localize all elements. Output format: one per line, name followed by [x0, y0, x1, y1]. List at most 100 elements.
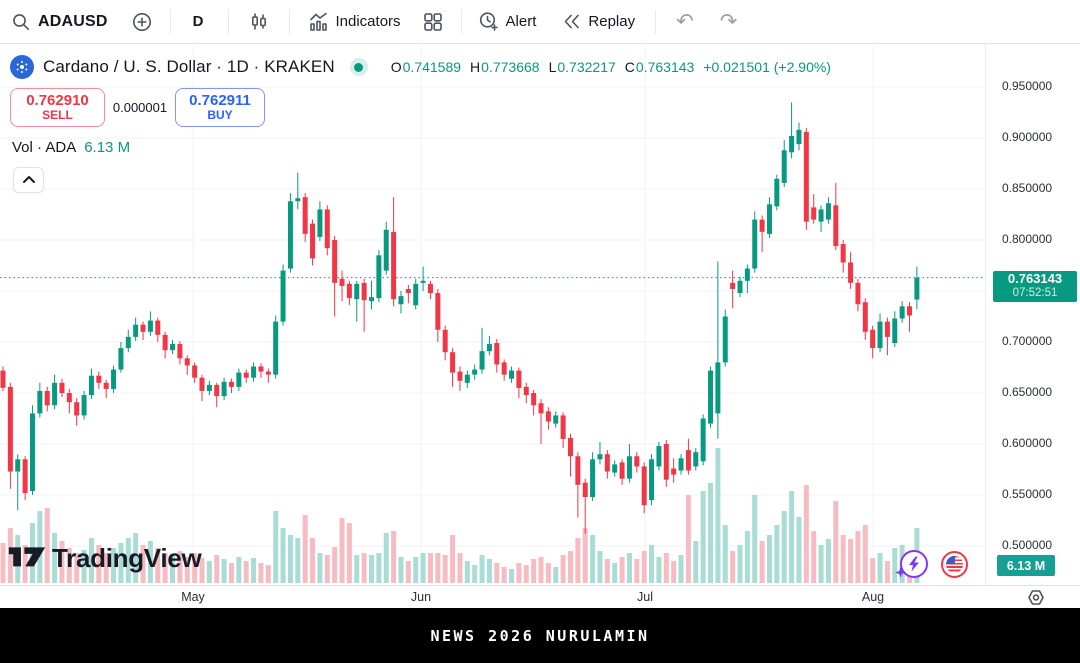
volume-label: Vol · ADA: [12, 139, 77, 156]
replay-button[interactable]: Replay: [562, 12, 635, 31]
price-axis-label: 0.650000: [1002, 385, 1053, 399]
candle-body: [700, 418, 706, 462]
candle-body: [243, 372, 249, 378]
candle-body: [74, 402, 80, 416]
candle-body: [848, 262, 854, 283]
candle-body: [509, 370, 515, 379]
candle-body: [170, 344, 176, 351]
compare-add-icon[interactable]: [132, 12, 152, 32]
volume-bar: [369, 555, 374, 583]
toolbar-separator: [460, 9, 462, 34]
volume-bar: [848, 539, 854, 583]
replay-icon: [562, 12, 581, 31]
candle-body: [575, 456, 581, 485]
volume-bar: [162, 553, 168, 583]
layout-grid-icon[interactable]: [423, 12, 443, 32]
candle-body: [472, 369, 478, 375]
candle-body: [52, 382, 58, 406]
candle-body: [221, 381, 227, 397]
candle-body: [420, 280, 426, 283]
buy-button[interactable]: 0.762911 BUY: [175, 88, 265, 127]
candle-body: [81, 395, 87, 416]
chart-legend[interactable]: Cardano / U. S. Dollar · 1D · KRAKEN O 0.…: [10, 55, 831, 79]
change-value: +0.021501 (+2.90%): [703, 59, 831, 75]
candle-body: [118, 348, 124, 370]
volume-bar: [700, 491, 706, 583]
candle-body: [287, 201, 293, 269]
candlestick-chart[interactable]: [0, 44, 985, 585]
volume-bar: [862, 525, 868, 583]
candle-body: [715, 362, 721, 414]
volume-bar: [825, 539, 831, 583]
volume-bar: [96, 545, 102, 583]
close-value: 0.763143: [635, 59, 695, 75]
volume-bar: [833, 501, 839, 583]
volume-bar: [818, 545, 824, 583]
candle-body: [641, 466, 647, 506]
volume-bar: [766, 535, 772, 583]
candle-body: [0, 370, 6, 388]
candle-body: [103, 382, 109, 389]
candle-body: [663, 444, 669, 480]
price-axis-label: 0.600000: [1002, 436, 1053, 450]
market-status-dot[interactable]: [349, 58, 368, 76]
price-axis-label: 0.850000: [1002, 181, 1053, 195]
candle-body: [228, 381, 234, 387]
price-axis-label: 0.500000: [1002, 538, 1053, 552]
volume-bar: [346, 523, 352, 583]
volume-bar: [125, 538, 131, 583]
top-toolbar: ADAUSD D Indicators Alert Replay ↶ ↷: [0, 0, 1080, 44]
candle-body: [516, 370, 522, 388]
low-value: 0.732217: [557, 59, 616, 75]
candle-body: [884, 321, 890, 337]
candle-body: [582, 482, 588, 498]
price-axis[interactable]: 0.9500000.9000000.8500000.8000000.750000…: [985, 44, 1080, 585]
candle-body: [752, 219, 758, 269]
undo-icon[interactable]: ↶: [676, 10, 694, 33]
time-axis[interactable]: May Jun Jul Aug: [0, 585, 1080, 608]
volume-bar: [236, 557, 242, 583]
sell-button[interactable]: 0.762910 SELL: [10, 88, 105, 127]
volume-bar: [560, 555, 566, 583]
chart-floating-icons: [895, 550, 968, 578]
candle-body: [671, 468, 677, 475]
candle-body: [236, 372, 242, 387]
alert-button[interactable]: Alert: [478, 11, 536, 32]
collapse-legend-button[interactable]: [13, 167, 44, 193]
volume-bar: [376, 553, 382, 583]
candle-body: [369, 297, 374, 302]
volume-bar: [590, 535, 596, 583]
volume-bar: [214, 555, 220, 583]
bar-countdown: 07:52:51: [1012, 286, 1058, 299]
time-axis-label: Jul: [637, 590, 653, 604]
current-price-badge: 0.763143 07:52:51: [993, 270, 1077, 302]
lightning-icon[interactable]: [895, 550, 928, 578]
candle-body: [398, 296, 404, 305]
candle-body: [759, 219, 765, 232]
candle-body: [899, 306, 905, 319]
indicators-button[interactable]: Indicators: [308, 11, 401, 32]
volume-bar: [604, 559, 610, 583]
current-price: 0.763143: [1007, 271, 1063, 287]
volume-bar: [575, 538, 581, 583]
volume-bar: [280, 528, 286, 583]
volume-bar: [295, 538, 301, 583]
candle-body: [354, 283, 360, 300]
volume-bar: [730, 551, 736, 583]
us-flag-icon[interactable]: [941, 550, 968, 578]
candle-style-icon[interactable]: [249, 12, 269, 32]
volume-bar: [531, 559, 537, 583]
panes-settings-icon[interactable]: [1027, 589, 1045, 611]
volume-bar: [567, 551, 573, 583]
candle-body: [531, 393, 537, 406]
volume-bar: [221, 559, 227, 583]
volume-bar: [7, 528, 13, 583]
toolbar-separator: [227, 9, 229, 34]
candle-body: [162, 334, 168, 351]
candle-body: [553, 415, 559, 424]
volume-bar: [66, 548, 72, 583]
candle-body: [427, 283, 433, 294]
interval-button[interactable]: D: [192, 13, 204, 30]
redo-icon[interactable]: ↷: [719, 10, 738, 33]
symbol-search-button[interactable]: ADAUSD: [12, 13, 108, 31]
